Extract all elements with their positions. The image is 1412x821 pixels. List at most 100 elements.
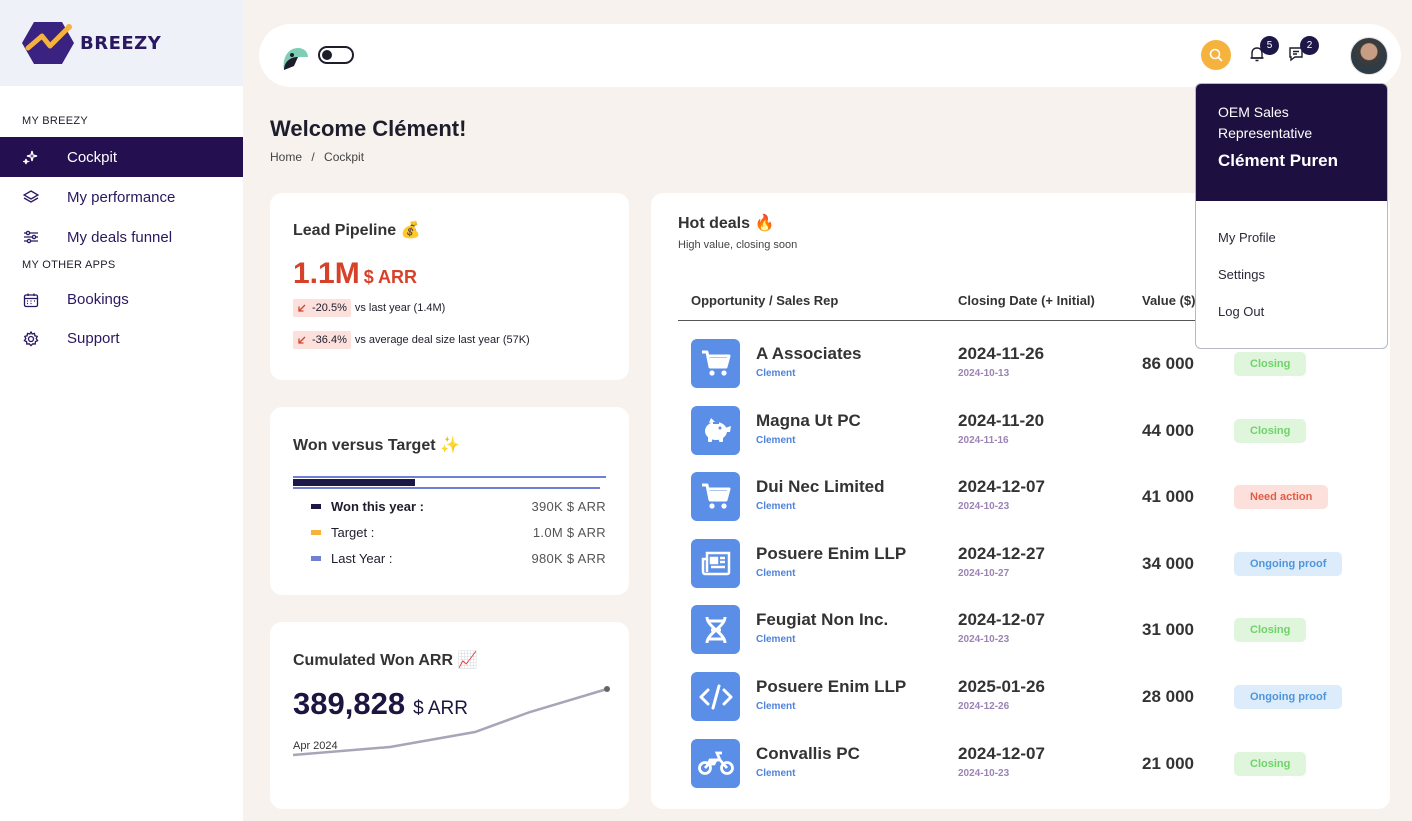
- legend-label: Target :: [331, 524, 375, 540]
- sidebar-item-my-performance[interactable]: My performance: [0, 177, 243, 217]
- deal-row[interactable]: Dui Nec Limited Clement 2024-12-07 2024-10-…: [691, 472, 1391, 522]
- motorcycle-icon: [691, 738, 740, 788]
- lead-pipeline-card: Lead Pipeline 💰 1.1M $ ARR -20.5% vs las…: [270, 193, 629, 380]
- deal-rep[interactable]: Clement: [756, 368, 796, 379]
- deal-initial-date: 2024-10-23: [958, 634, 1010, 646]
- spacer: [1196, 201, 1387, 219]
- deal-row[interactable]: Magna Ut PC Clement 2024-11-20 2024-11-16 44…: [691, 405, 1391, 456]
- cumulated-title: Cumulated Won ARR 📈: [293, 652, 478, 669]
- notifications-button[interactable]: 5: [1245, 36, 1279, 66]
- deal-name[interactable]: Dui Nec Limited: [756, 477, 885, 497]
- deal-name[interactable]: Posuere Enim LLP: [756, 543, 907, 563]
- status-badge: Closing: [1234, 352, 1307, 376]
- delta-text: vs average deal size last year (57K): [354, 334, 530, 346]
- deal-value: 44 000: [1142, 420, 1194, 440]
- cart-icon: [691, 339, 740, 388]
- deal-row[interactable]: Convallis PC Clement 2024-12-07 2024-10-23 2…: [691, 738, 1391, 789]
- status-badge: Need action: [1234, 485, 1329, 510]
- sidebar-item-support[interactable]: Support: [0, 319, 243, 358]
- deal-closing-date: 2024-11-20: [958, 410, 1045, 430]
- deal-value: 34 000: [1142, 553, 1194, 573]
- logo-text: BREEZY: [80, 32, 162, 54]
- deal-row[interactable]: Posuere Enim LLP Clement 2024-12-27 2024-10…: [691, 538, 1391, 589]
- legend-value: 980K $ ARR: [531, 550, 606, 566]
- legend-swatch: [311, 555, 321, 561]
- deal-closing-date: 2024-12-07: [958, 477, 1045, 497]
- theme-toggle[interactable]: [318, 46, 354, 64]
- code-icon: [691, 672, 740, 721]
- deal-rep[interactable]: Clement: [756, 767, 796, 779]
- deal-initial-date: 2024-10-23: [958, 501, 1010, 513]
- sparkles-icon: [22, 148, 40, 166]
- column-header-opportunity[interactable]: Opportunity / Sales Rep: [691, 293, 839, 308]
- deal-row[interactable]: A Associates Clement 2024-11-26 2024-10-13 8…: [691, 339, 1391, 389]
- deal-name[interactable]: A Associates: [756, 344, 862, 363]
- deal-initial-date: 2024-10-23: [958, 767, 1010, 779]
- gear-icon: [22, 330, 40, 348]
- breadcrumb-current: Cockpit: [324, 150, 365, 164]
- deal-rep[interactable]: Clement: [756, 434, 796, 446]
- legend-swatch: [311, 503, 321, 509]
- deal-name[interactable]: Convallis PC: [756, 743, 860, 763]
- deal-initial-date: 2024-10-27: [958, 567, 1010, 579]
- sidebar-item-my-deals-funnel[interactable]: My deals funnel: [0, 217, 243, 257]
- legend-item: Target : 1.0M $ ARR: [293, 519, 606, 545]
- user-avatar[interactable]: [1350, 37, 1388, 75]
- hot-deals-subtitle: High value, closing soon: [678, 239, 798, 251]
- deal-row[interactable]: Posuere Enim LLP Clement 2025-01-26 2024-12…: [691, 672, 1391, 722]
- notifications-badge: 5: [1260, 36, 1279, 55]
- menu-item-settings[interactable]: Settings: [1218, 267, 1265, 282]
- column-header-closing-date[interactable]: Closing Date (+ Initial): [958, 293, 1095, 308]
- messages-badge: 2: [1300, 36, 1319, 55]
- calendar-icon: [22, 291, 40, 309]
- legend-item: Last Year : 980K $ ARR: [293, 545, 606, 571]
- deal-rep[interactable]: Clement: [756, 701, 796, 712]
- deal-name[interactable]: Posuere Enim LLP: [756, 677, 907, 696]
- won-target-title: Won versus Target ✨: [293, 437, 460, 454]
- logo[interactable]: BREEZY: [0, 0, 243, 86]
- sidebar-item-label: My deals funnel: [67, 228, 173, 246]
- deal-closing-date: 2024-12-07: [958, 743, 1045, 763]
- cumulated-unit: $ ARR: [413, 698, 468, 719]
- deal-value: 41 000: [1142, 487, 1194, 507]
- deal-rep[interactable]: Clement: [756, 634, 796, 646]
- cumulated-won-card: Cumulated Won ARR 📈 389,828 $ ARR Apr 20…: [270, 622, 629, 809]
- deal-rep[interactable]: Clement: [756, 567, 796, 579]
- deal-initial-date: 2024-11-16: [958, 434, 1009, 446]
- newspaper-icon: [691, 538, 740, 588]
- breadcrumb-home[interactable]: Home: [270, 150, 303, 164]
- legend-value: 390K $ ARR: [531, 498, 606, 514]
- cumulated-value: 389,828: [293, 686, 406, 721]
- status-badge: Closing: [1234, 618, 1307, 643]
- deal-name[interactable]: Feugiat Non Inc.: [756, 610, 889, 630]
- header-divider: [678, 320, 1368, 321]
- cart-icon: [691, 472, 740, 522]
- deal-name[interactable]: Magna Ut PC: [756, 410, 861, 430]
- cumulated-start-label: Apr 2024: [293, 740, 338, 752]
- messages-button[interactable]: 2: [1285, 36, 1319, 66]
- sidebar-item-label: Support: [67, 330, 120, 347]
- menu-item-my-profile[interactable]: My Profile: [1218, 230, 1276, 245]
- deal-closing-date: 2024-12-07: [958, 610, 1045, 630]
- top-bar: 5 2: [259, 24, 1401, 87]
- target-bar: [293, 476, 606, 478]
- sidebar-item-bookings[interactable]: Bookings: [0, 280, 243, 319]
- delta-row: -36.4% vs average deal size last year (5…: [293, 331, 530, 349]
- search-button[interactable]: [1201, 40, 1231, 70]
- deal-row[interactable]: Feugiat Non Inc. Clement 2024-12-07 2024-10…: [691, 605, 1391, 655]
- won-bar: [293, 479, 416, 486]
- page-title: Welcome Clément!: [270, 116, 467, 141]
- delta-text: vs last year (1.4M): [354, 302, 446, 314]
- status-badge: Ongoing proof: [1234, 551, 1343, 576]
- lead-pipeline-title: Lead Pipeline 💰: [293, 222, 421, 239]
- legend-swatch: [311, 529, 321, 535]
- deal-value: 31 000: [1142, 620, 1194, 640]
- sidebar-item-cockpit[interactable]: Cockpit: [0, 137, 243, 177]
- breadcrumb-separator: /: [311, 150, 315, 164]
- cumulated-value-row: 389,828 $ ARR: [293, 686, 468, 722]
- column-header-value[interactable]: Value ($): [1142, 293, 1196, 308]
- deal-initial-date: 2024-12-26: [958, 701, 1010, 712]
- menu-item-log-out[interactable]: Log Out: [1218, 304, 1265, 319]
- deal-closing-date: 2025-01-26: [958, 677, 1045, 696]
- deal-rep[interactable]: Clement: [756, 501, 796, 513]
